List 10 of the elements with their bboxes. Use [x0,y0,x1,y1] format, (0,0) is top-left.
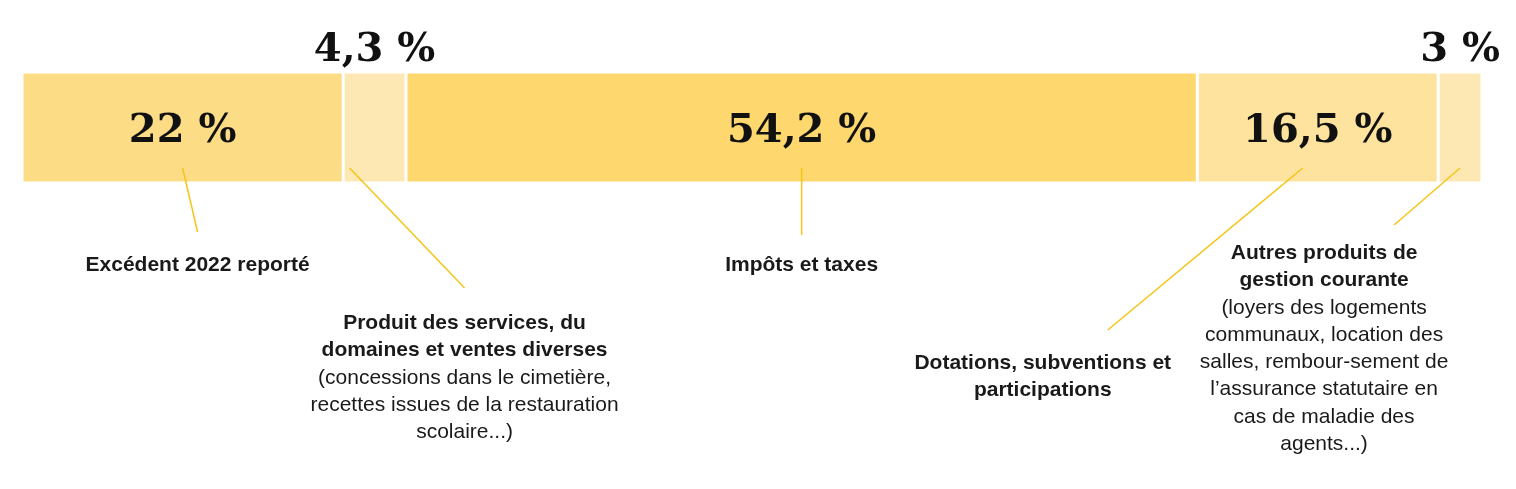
data-label: 4,3 % [313,22,436,70]
text: Produit des services, du domaines et ventes diverses (concessions dans le cimetière, recettes issues de la restauration scolaire...) [309,309,620,443]
data-label: 16,5 % [1243,104,1393,151]
data-label: 54,2 % [726,104,877,151]
text: Autres produits de gestion courante (loyers des logements communaux, location des salles, rembour-sement de l’assurance statutaire en cas de maladie des agents...) [1198,239,1450,455]
data-label: 22 % [128,104,237,151]
data-label: 3 % [1420,22,1500,70]
text: Dotations, subventions et participations [913,349,1173,403]
text: Excédent 2022 reporté [84,251,311,277]
text: Impôts et taxes [724,251,880,277]
